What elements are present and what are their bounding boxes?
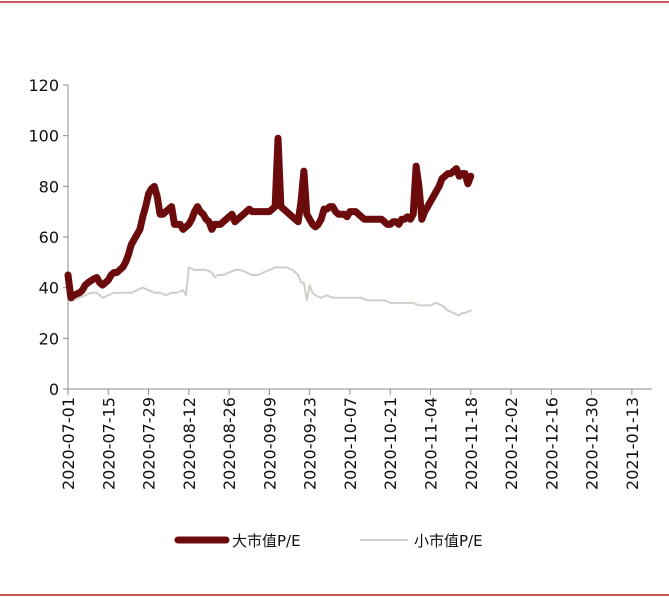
series-group xyxy=(64,134,475,317)
x-tick-label: 2020-12-02 xyxy=(502,397,521,490)
series-line-large-cap xyxy=(64,134,475,302)
x-tick-label: 2020-08-12 xyxy=(180,397,199,490)
y-tick-label: 100 xyxy=(28,127,59,146)
y-tick-label: 40 xyxy=(39,279,59,298)
series-line-small-cap xyxy=(67,266,472,317)
x-tick-label: 2020-07-01 xyxy=(59,397,78,490)
x-tick-label: 2020-09-09 xyxy=(260,397,279,490)
x-tick-label: 2021-01-13 xyxy=(623,397,642,490)
x-tick-label: 2020-09-23 xyxy=(301,397,320,490)
x-tick-label: 2020-10-07 xyxy=(341,397,360,490)
x-tick-label: 2020-11-04 xyxy=(421,397,440,490)
y-tick-group: 0 20 40 60 80 100 120 xyxy=(28,76,68,399)
x-tick-label: 2020-07-29 xyxy=(140,397,159,490)
x-tick-label: 2020-08-26 xyxy=(220,397,239,490)
legend-label-small-cap: 小市值P/E xyxy=(414,532,483,550)
x-tick-label: 2020-10-21 xyxy=(381,397,400,490)
legend-item-small-cap: 小市值P/E xyxy=(360,532,483,550)
y-tick-label: 20 xyxy=(39,329,59,348)
x-tick-label: 2020-12-16 xyxy=(542,397,561,490)
legend-item-large-cap: 大市值P/E xyxy=(174,532,301,550)
x-tick-label: 2020-12-30 xyxy=(583,397,602,490)
y-tick-label: 0 xyxy=(49,380,59,399)
y-tick-label: 60 xyxy=(39,228,59,247)
x-tick-label: 2020-11-18 xyxy=(462,397,481,490)
legend: 大市值P/E 小市值P/E xyxy=(174,532,483,550)
y-tick-label: 80 xyxy=(39,177,59,196)
x-tick-label: 2020-07-15 xyxy=(99,397,118,490)
x-tick-group: 2020-07-01 2020-07-15 2020-07-29 2020-08-12… xyxy=(59,389,642,490)
legend-label-large-cap: 大市值P/E xyxy=(232,532,301,550)
y-tick-label: 120 xyxy=(28,76,59,95)
